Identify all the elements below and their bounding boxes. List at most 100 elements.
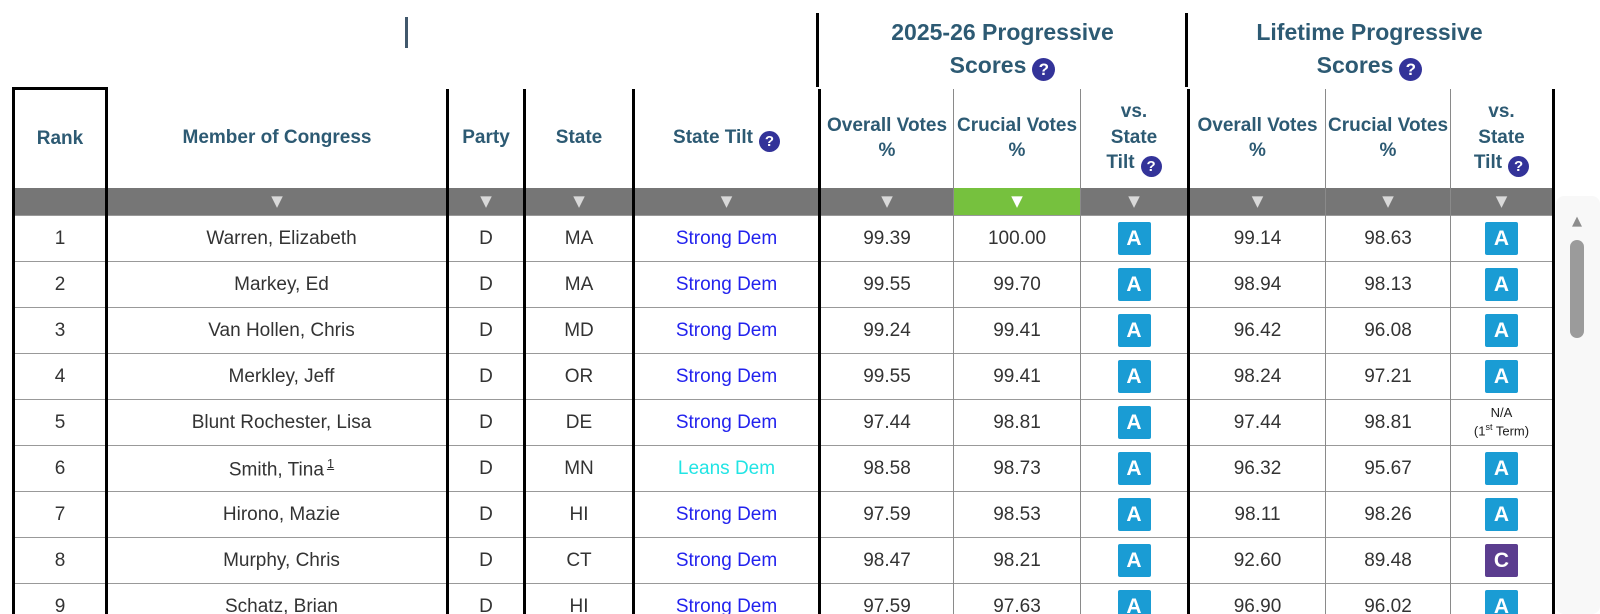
member-cell: Blunt Rochester, Lisa bbox=[105, 399, 448, 446]
member-cell: Hirono, Mazie bbox=[105, 491, 448, 538]
rank-cell: 3 bbox=[12, 307, 107, 354]
vs-tilt-life-cell: A bbox=[1450, 445, 1555, 492]
overall-life-cell: 97.44 bbox=[1187, 399, 1326, 446]
filter-state[interactable]: ▼ bbox=[523, 188, 634, 216]
state-tilt-cell: Strong Dem bbox=[632, 583, 820, 614]
member-name: Merkley, Jeff bbox=[228, 365, 335, 387]
crucial-life-cell: 89.48 bbox=[1325, 537, 1451, 584]
grade-badge: A bbox=[1117, 406, 1151, 439]
help-icon[interactable]: ? bbox=[1399, 58, 1423, 82]
state-tilt-link[interactable]: Strong Dem bbox=[675, 227, 778, 249]
overall-life-cell: 98.11 bbox=[1187, 491, 1326, 538]
vs-tilt-2025-cell: A bbox=[1080, 353, 1189, 400]
scrollbar-thumb[interactable] bbox=[1570, 240, 1584, 338]
filter-member[interactable]: ▼ bbox=[105, 188, 448, 216]
col-header-text: Tilt bbox=[1106, 152, 1135, 174]
col-header-crucial-life: Crucial Votes % bbox=[1325, 88, 1451, 188]
state-cell: MA bbox=[523, 215, 634, 262]
state-tilt-link[interactable]: Leans Dem bbox=[677, 457, 776, 479]
grade-badge: A bbox=[1117, 544, 1151, 577]
party-cell: D bbox=[446, 261, 525, 308]
vs-tilt-life-cell: N/A (1st Term) bbox=[1450, 399, 1555, 446]
state-cell: MD bbox=[523, 307, 634, 354]
rank-cell: 2 bbox=[12, 261, 107, 308]
table-row: 5 Blunt Rochester, Lisa D DE Strong Dem 97.44… bbox=[12, 399, 1555, 446]
filter-rank bbox=[12, 188, 107, 216]
member-cell: Van Hollen, Chris bbox=[105, 307, 448, 354]
member-cell: Schatz, Brian bbox=[105, 583, 448, 614]
help-icon[interactable]: ? bbox=[1032, 58, 1056, 82]
group-title-line: Lifetime Progressive bbox=[1256, 19, 1483, 45]
help-icon[interactable]: ? bbox=[1508, 156, 1530, 178]
vs-tilt-2025-cell: A bbox=[1080, 583, 1189, 614]
overall-2025-cell: 99.55 bbox=[818, 353, 954, 400]
rank-cell: 7 bbox=[12, 491, 107, 538]
filter-crucial-life[interactable]: ▼ bbox=[1325, 188, 1451, 216]
crucial-2025-cell: 100.00 bbox=[953, 215, 1081, 262]
member-cell: Merkley, Jeff bbox=[105, 353, 448, 400]
state-tilt-link[interactable]: Strong Dem bbox=[675, 595, 778, 614]
col-header-rank: Rank bbox=[12, 87, 107, 188]
help-icon[interactable]: ? bbox=[758, 130, 780, 152]
filter-state-tilt[interactable]: ▼ bbox=[632, 188, 820, 216]
overall-2025-cell: 97.59 bbox=[818, 491, 954, 538]
col-header-text: Tilt bbox=[1473, 152, 1503, 174]
member-cell: Murphy, Chris bbox=[105, 537, 448, 584]
rank-cell: 1 bbox=[12, 215, 107, 262]
state-tilt-cell: Strong Dem bbox=[632, 215, 820, 262]
scrollbar-up-arrow[interactable]: ▲ bbox=[1572, 214, 1582, 229]
state-tilt-link[interactable]: Strong Dem bbox=[675, 503, 778, 525]
col-header-vs-tilt-2025: vs. State Tilt? bbox=[1080, 88, 1189, 188]
col-header-state-tilt: State Tilt? bbox=[632, 88, 820, 188]
grade-badge: A bbox=[1485, 590, 1518, 614]
col-header-member: Member of Congress bbox=[105, 88, 448, 188]
rank-cell: 8 bbox=[12, 537, 107, 584]
vs-tilt-2025-cell: A bbox=[1080, 261, 1189, 308]
group-divider-line bbox=[1185, 13, 1188, 87]
vs-tilt-life-cell: A bbox=[1450, 215, 1555, 262]
state-tilt-link[interactable]: Strong Dem bbox=[675, 273, 778, 295]
footnote-link[interactable]: 1 bbox=[326, 455, 335, 471]
state-tilt-link[interactable]: Strong Dem bbox=[675, 365, 778, 387]
vs-tilt-2025-cell: A bbox=[1080, 399, 1189, 446]
na-grade: N/A (1st Term) bbox=[1473, 404, 1530, 439]
group-header-2025-26: 2025-26 Progressive Scores? bbox=[818, 16, 1187, 83]
party-cell: D bbox=[446, 491, 525, 538]
state-tilt-link[interactable]: Strong Dem bbox=[675, 549, 778, 571]
col-header-overall-2025: Overall Votes % bbox=[818, 88, 954, 188]
grade-badge: A bbox=[1485, 452, 1518, 485]
text-cursor bbox=[405, 17, 408, 48]
help-icon[interactable]: ? bbox=[1140, 156, 1162, 178]
state-cell: CT bbox=[523, 537, 634, 584]
filter-crucial-2025[interactable]: ▼ bbox=[953, 188, 1081, 216]
state-tilt-link[interactable]: Strong Dem bbox=[675, 411, 778, 433]
group-title-text: Scores bbox=[949, 52, 1027, 79]
state-tilt-cell: Leans Dem bbox=[632, 445, 820, 492]
state-tilt-link[interactable]: Strong Dem bbox=[675, 319, 778, 341]
group-title-text: Scores bbox=[1316, 52, 1394, 79]
filter-dropdown-icon: ▼ bbox=[271, 191, 283, 210]
filter-party[interactable]: ▼ bbox=[446, 188, 525, 216]
rank-cell: 6 bbox=[12, 445, 107, 492]
group-title-line: Scores? bbox=[818, 49, 1187, 82]
member-name: Warren, Elizabeth bbox=[206, 227, 357, 249]
filter-vs-tilt-2025[interactable]: ▼ bbox=[1080, 188, 1189, 216]
crucial-life-cell: 98.81 bbox=[1325, 399, 1451, 446]
filter-vs-tilt-life[interactable]: ▼ bbox=[1450, 188, 1555, 216]
filter-dropdown-icon: ▼ bbox=[720, 191, 733, 210]
state-cell: DE bbox=[523, 399, 634, 446]
member-name: Markey, Ed bbox=[234, 273, 329, 295]
party-cell: D bbox=[446, 307, 525, 354]
member-cell: Markey, Ed bbox=[105, 261, 448, 308]
vs-tilt-2025-cell: A bbox=[1080, 307, 1189, 354]
crucial-life-cell: 97.21 bbox=[1325, 353, 1451, 400]
grade-badge: C bbox=[1485, 544, 1518, 577]
col-header-label: State bbox=[1110, 126, 1158, 148]
state-tilt-cell: Strong Dem bbox=[632, 261, 820, 308]
filter-overall-life[interactable]: ▼ bbox=[1187, 188, 1326, 216]
state-cell: MA bbox=[523, 261, 634, 308]
filter-overall-2025[interactable]: ▼ bbox=[818, 188, 954, 216]
overall-2025-cell: 99.39 bbox=[818, 215, 954, 262]
member-cell: Smith, Tina 1 bbox=[105, 445, 448, 492]
filter-dropdown-icon: ▼ bbox=[1495, 191, 1508, 210]
